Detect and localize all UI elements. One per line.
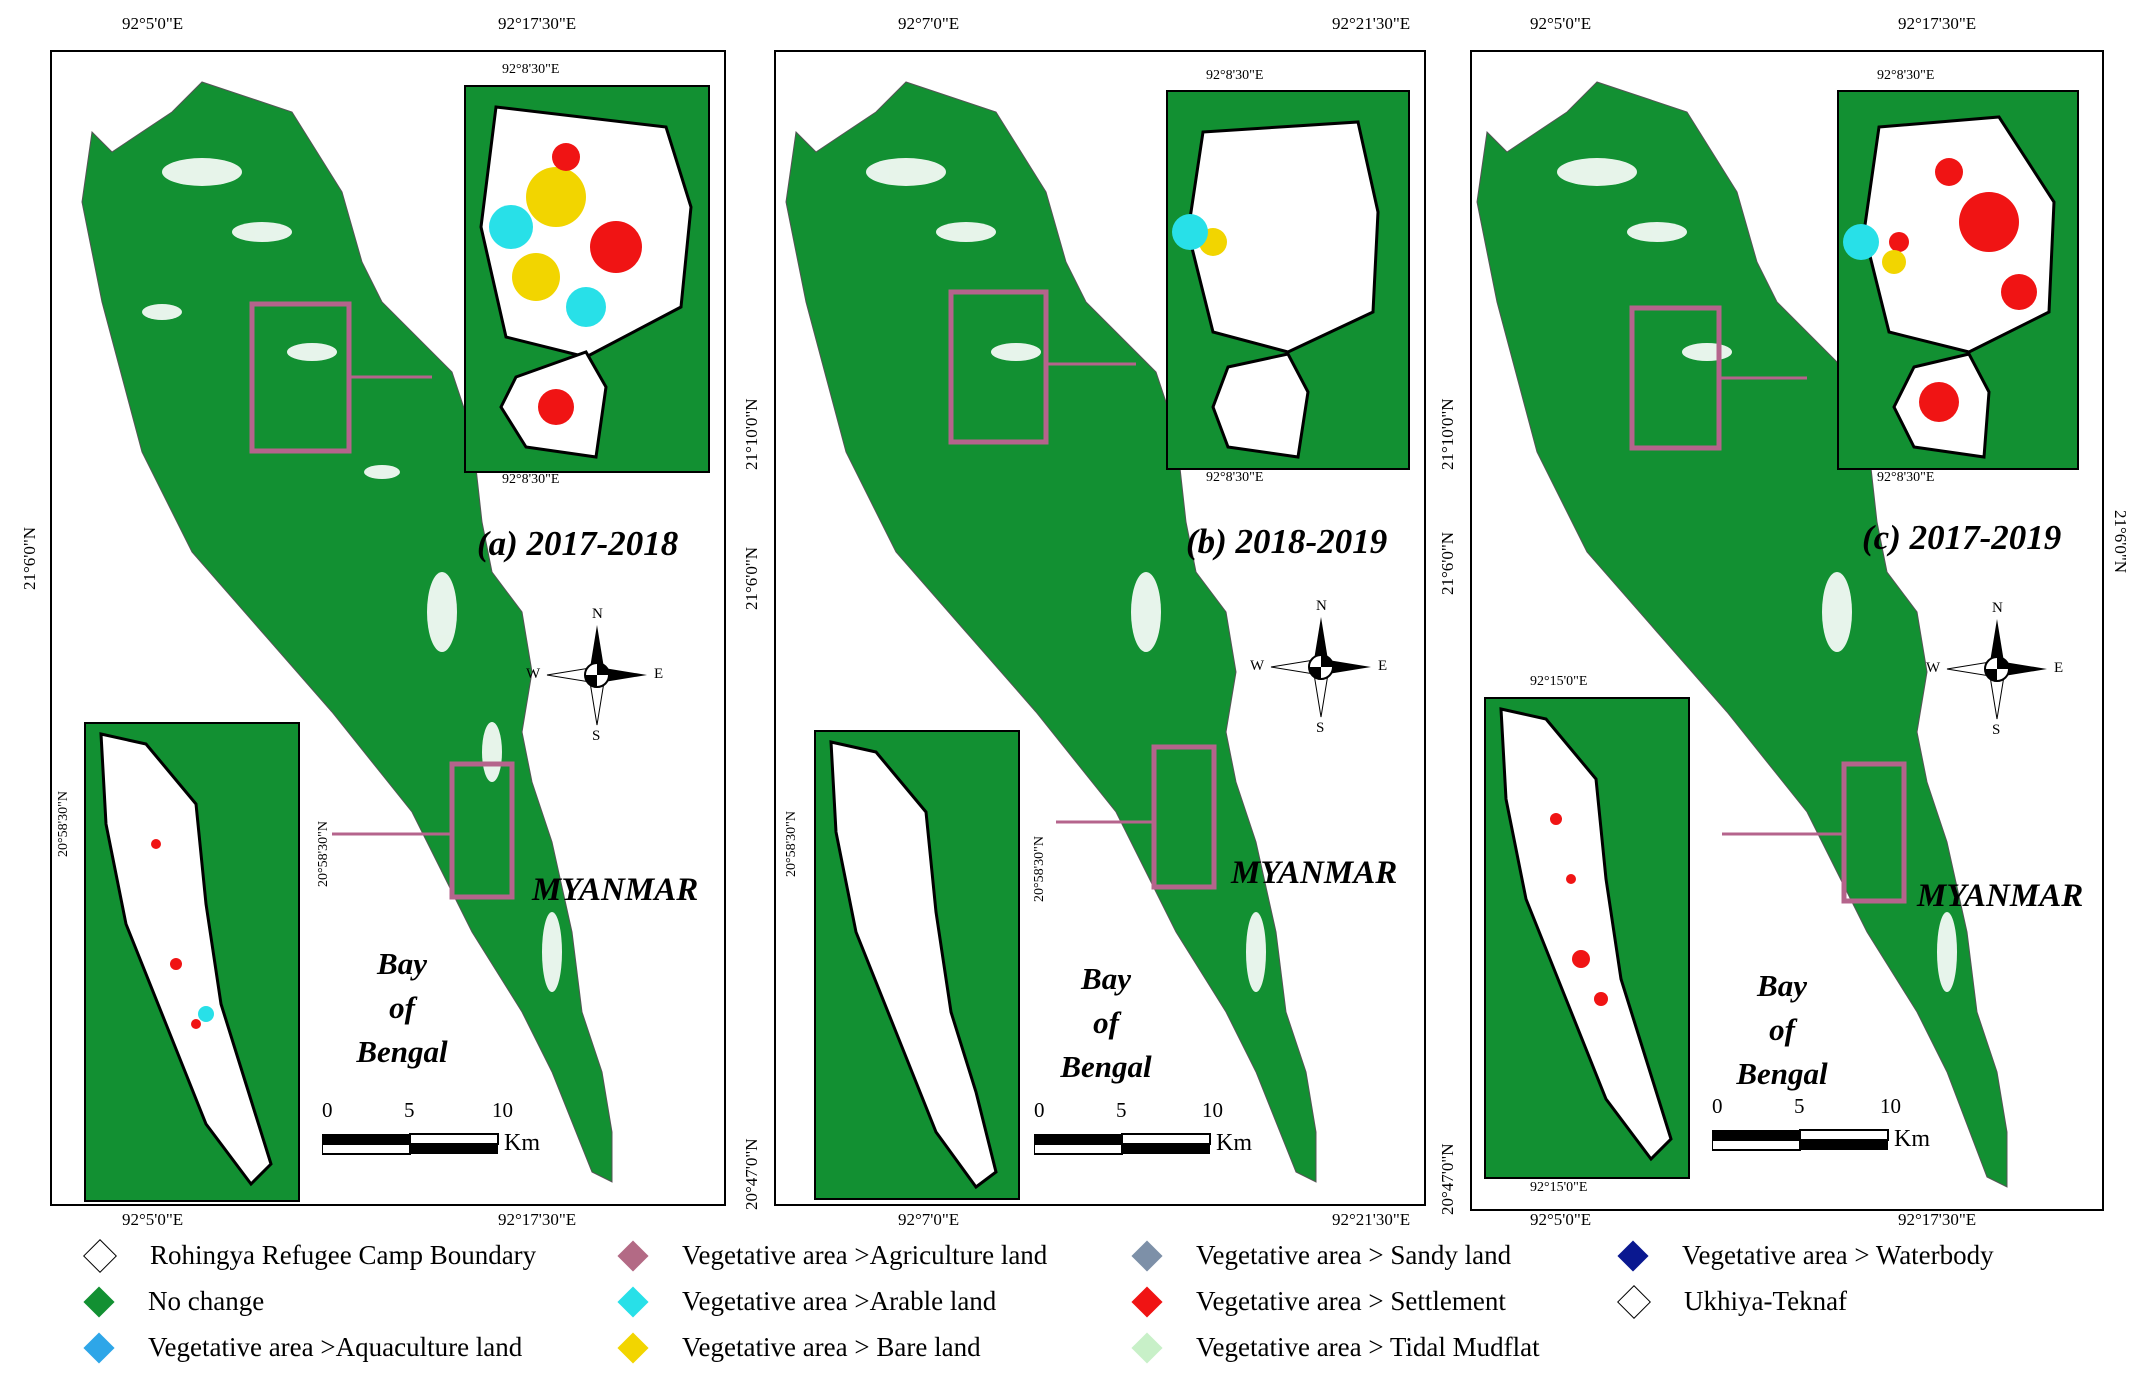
panel-b-myanmar-label: MYANMAR (1231, 855, 1398, 891)
ukhiya-teknaf-landmass-c (1476, 81, 2008, 1188)
panel-b-south-inset-lat-right: 20°58'30"N (1032, 836, 1047, 902)
legend-item-arable: Vegetative area >Arable land (616, 1285, 996, 1318)
panel-c-bottom-left-lon: 92°5'0"E (1530, 1210, 1592, 1229)
panel-a-scale-bar: 0 5 10 Km (322, 1098, 540, 1156)
diamond-icon (1131, 1239, 1163, 1272)
panel-c-bottom-right-lon: 92°17'30"E (1898, 1210, 1977, 1229)
legend-item-aquaculture: Vegetative area >Aquaculture land (82, 1331, 522, 1364)
panel-b-north-inset-bottom-lon: 92°8'30"E (1206, 470, 1264, 485)
zoom-box-north-b (948, 289, 1049, 445)
panel-b-title: (b) 2018-2019 (1186, 522, 1388, 561)
panel-a-bottom-left-lon: 92°5'0"E (122, 1210, 184, 1229)
diamond-icon (1617, 1239, 1649, 1272)
panel-a-south-inset-lat: 20°58'30"N (56, 791, 71, 857)
legend-item-bare-land: Vegetative area > Bare land (616, 1331, 981, 1364)
map-panel-c: 92°8'30"E 92°8'30"E 92°15'0"E 92°15'0"E … (1470, 50, 2104, 1211)
panel-c-south-inset-top-lon: 92°15'0"E (1530, 674, 1588, 689)
panel-c-north-arrow: N S W E (1926, 600, 2064, 738)
legend-item-agriculture: Vegetative area >Agriculture land (616, 1239, 1047, 1272)
panel-b-north-inset-top-lon: 92°8'30"E (1206, 68, 1264, 83)
diamond-icon (617, 1285, 649, 1318)
panel-b-left-lat-bottom: 20°47'0"N (742, 1138, 761, 1210)
panel-c-north-inset-top-lon: 92°8'30"E (1877, 68, 1935, 83)
diamond-icon (83, 1285, 115, 1318)
panel-a-left-lat: 21°6'0"N (20, 526, 39, 590)
map-panel-a-svg (81, 81, 613, 1183)
panel-a-south-inset (84, 722, 300, 1202)
diamond-icon (617, 1239, 649, 1272)
panel-b-top-left-lon: 92°7'0"E (898, 14, 960, 33)
panel-c-south-inset-bottom-lon: 92°15'0"E (1530, 1180, 1588, 1195)
panel-c-top-right-lon: 92°17'30"E (1898, 14, 1977, 33)
diamond-icon (83, 1331, 115, 1364)
panel-c-left-lat-bottom: 20°47'0"N (1438, 1143, 1457, 1215)
panel-b-bottom-left-lon: 92°7'0"E (898, 1210, 960, 1229)
panel-a-top-right-lon: 92°17'30"E (498, 14, 577, 33)
panel-c-left-lat: 21°6'0"N (1438, 531, 1457, 595)
legend-item-sandy: Vegetative area > Sandy land (1130, 1239, 1511, 1272)
diamond-icon (1131, 1285, 1163, 1318)
panel-a-north-inset (464, 85, 710, 473)
panel-b-south-inset (814, 730, 1020, 1200)
legend-item-waterbody: Vegetative area > Waterbody (1616, 1239, 1994, 1272)
panel-a-bottom-right-lon: 92°17'30"E (498, 1210, 577, 1229)
panel-a-south-inset-lat-right: 20°58'30"N (316, 821, 331, 887)
map-panel-b-svg (785, 81, 1317, 1183)
legend-item-no-change: No change (82, 1285, 264, 1318)
panel-a-bay-of-bengal: Bay of Bengal (356, 946, 448, 1069)
panel-c-south-inset (1484, 697, 1690, 1179)
diamond-icon (617, 1331, 649, 1364)
zoom-box-south-b (1151, 744, 1217, 890)
panel-c-top-left-lon: 92°5'0"E (1530, 14, 1592, 33)
panel-b-north-inset (1166, 90, 1410, 470)
map-panel-b: 92°8'30"E 92°8'30"E 20°58'30"N 20°58'30"… (774, 50, 1426, 1206)
panel-b-south-inset-lat: 20°58'30"N (784, 811, 799, 877)
diamond-icon (1131, 1331, 1163, 1364)
panel-b-scale-bar: 0 5 10 Km (1034, 1098, 1252, 1156)
panel-a-north-arrow: N S W E (526, 606, 664, 744)
legend-item-settlement: Vegetative area > Settlement (1130, 1285, 1506, 1318)
panel-b-bay-of-bengal: Bay of Bengal (1060, 961, 1152, 1084)
panel-a-myanmar-label: MYANMAR (532, 872, 699, 908)
panel-b-top-right-lon: 92°21'30"E (1332, 14, 1411, 33)
legend-item-ukhiya-teknaf: Ukhiya-Teknaf (1616, 1284, 1847, 1319)
panel-b-north-arrow: N S W E (1250, 598, 1388, 736)
map-legend: Rohingya Refugee Camp Boundary Vegetativ… (60, 1232, 2100, 1372)
panel-c-myanmar-label: MYANMAR (1917, 878, 2084, 914)
panel-b-bottom-right-lon: 92°21'30"E (1332, 1210, 1411, 1229)
panel-a-title: (a) 2017-2018 (477, 524, 679, 563)
panel-b-left-lat-top: 21°10'0"N (742, 398, 761, 470)
panel-c-left-lat-top: 21°10'0"N (1438, 398, 1457, 470)
ukhiya-teknaf-landmass (81, 81, 613, 1183)
panel-b-left-lat: 21°6'0"N (742, 546, 761, 610)
panel-a-top-left-lon: 92°5'0"E (122, 14, 184, 33)
diamond-outline-icon (1617, 1284, 1651, 1319)
panel-a-north-inset-bottom-lon: 92°8'30"E (502, 472, 560, 487)
panel-a-north-inset-top-lon: 92°8'30"E (502, 62, 560, 77)
panel-c-scale-bar: 0 5 10 Km (1712, 1094, 1930, 1152)
map-panel-c-svg (1476, 81, 2008, 1188)
panel-c-right-lat: 21°6'0"N (2111, 510, 2130, 574)
panel-c-north-inset (1837, 90, 2079, 470)
ukhiya-teknaf-landmass-b (785, 81, 1317, 1183)
panel-c-title: (c) 2017-2019 (1862, 518, 2062, 557)
zoom-box-south (449, 761, 515, 900)
legend-item-tidal-mudflat: Vegetative area > Tidal Mudflat (1130, 1331, 1540, 1364)
map-panel-a: 92°8'30"E 92°8'30"E 20°58'30"N 20°58'30"… (50, 50, 726, 1206)
panel-c-bay-of-bengal: Bay of Bengal (1736, 968, 1828, 1091)
diamond-outline-icon (83, 1238, 117, 1273)
panel-c-north-inset-bottom-lon: 92°8'30"E (1877, 470, 1935, 485)
legend-item-camp-boundary: Rohingya Refugee Camp Boundary (82, 1238, 536, 1273)
